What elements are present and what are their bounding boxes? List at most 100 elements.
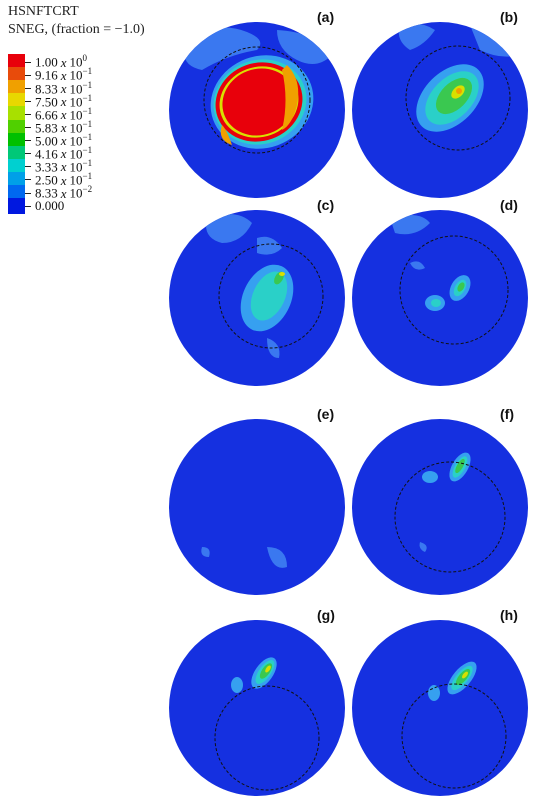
panel-label: (g) (317, 607, 335, 623)
panel-d: (d) (352, 197, 528, 386)
panel-label: (d) (500, 197, 518, 213)
panel-label: (a) (317, 9, 334, 25)
contour-region (267, 547, 287, 568)
legend-swatch (8, 158, 25, 175)
contour-region (282, 65, 299, 130)
legend-label: 5.83 x 10−1 (35, 118, 93, 136)
legend-tick (25, 166, 31, 168)
panel-g: (g) (169, 607, 345, 796)
legend-subtitle: SNEG, (fraction = −1.0) (8, 22, 145, 37)
contour-region (206, 214, 252, 243)
contour-region (419, 542, 427, 552)
legend-entry: 5.83 x 10−1 (8, 118, 93, 136)
panel-a: (a) (169, 9, 345, 198)
legend-tick (25, 74, 31, 76)
legend-entry: 0.000 (8, 198, 65, 215)
legend-label: 6.66 x 10−1 (35, 105, 93, 123)
contour-regions (206, 214, 294, 358)
legend-label: 3.33 x 10−1 (35, 158, 93, 175)
legend-label: 9.16 x 10−1 (35, 66, 93, 83)
disk-base (169, 419, 345, 595)
legend-label: 4.16 x 10−1 (35, 145, 93, 162)
panel-label: (e) (317, 406, 334, 422)
legend-entry: 2.50 x 10−1 (8, 171, 93, 188)
contour-region (201, 547, 210, 557)
panel-label: (b) (500, 9, 518, 25)
disk-base (352, 620, 528, 796)
contour-regions (419, 452, 471, 552)
legend-swatch (8, 54, 25, 70)
contour-region (222, 68, 296, 136)
legend-label: 7.50 x 10−1 (35, 92, 93, 109)
reference-dashed-circle (405, 45, 511, 151)
contour-region (398, 23, 435, 50)
disk-base (169, 620, 345, 796)
legend-tick (25, 61, 31, 63)
legend-swatch (8, 106, 25, 123)
legend-label: 8.33 x 10−1 (35, 79, 93, 96)
contour-region (267, 338, 280, 358)
legend-swatch (8, 67, 25, 84)
panel-f: (f) (352, 406, 528, 595)
legend-swatch (8, 80, 25, 97)
contour-regions (184, 27, 332, 149)
legend-swatch (8, 171, 25, 188)
legend-swatch (8, 132, 25, 149)
contour-region (431, 299, 441, 307)
legend-tick (25, 100, 31, 102)
legend-tick (25, 153, 31, 155)
reference-dashed-circle (394, 461, 506, 573)
legend-entry: 4.16 x 10−1 (8, 145, 93, 162)
contour-regions (231, 657, 277, 693)
reference-dashed-circle (399, 235, 509, 345)
legend-label: 2.50 x 10−1 (35, 171, 93, 188)
contour-region (390, 214, 430, 235)
contour-region (265, 665, 271, 673)
panel-c: (c) (169, 197, 345, 386)
legend-swatch (8, 145, 25, 162)
contour-region (428, 685, 440, 701)
contour-region (410, 261, 425, 270)
legend-tick (25, 205, 31, 207)
legend-swatch (8, 119, 25, 136)
contour-region (462, 671, 468, 679)
legend-entry: 7.50 x 10−1 (8, 92, 93, 110)
legend-tick (25, 127, 31, 128)
reference-dashed-circle (401, 683, 507, 789)
contour-region (457, 282, 465, 292)
legend-entry: 8.33 x 10−1 (8, 79, 93, 97)
reference-dashed-circle (214, 685, 320, 791)
legend-label: 8.33 x 10−2 (35, 184, 93, 201)
panel-h: (h) (352, 607, 528, 796)
legend-entry: 3.33 x 10−1 (8, 158, 93, 175)
legend-entry: 9.16 x 10−1 (8, 66, 93, 84)
legend-label: 0.000 (35, 198, 65, 214)
legend-label: 1.00 x 100 (35, 53, 88, 70)
legend-entry: 1.00 x 100 (8, 53, 88, 70)
contour-region (231, 677, 243, 693)
contour-region (257, 236, 282, 255)
legend-entry: 8.33 x 10−2 (8, 184, 93, 201)
contour-regions (201, 547, 287, 568)
panel-label: (c) (317, 197, 334, 213)
legend-swatch (8, 198, 25, 215)
contour-region (455, 458, 465, 474)
contour-region (277, 30, 332, 64)
legend-label: 5.00 x 10−1 (35, 131, 93, 149)
contour-region (279, 272, 285, 276)
legend-entry: 5.00 x 10−1 (8, 131, 93, 149)
panel-b: (b) (352, 9, 528, 198)
disk-base (352, 419, 528, 595)
contour-regions (390, 214, 471, 311)
legend-tick (25, 192, 31, 194)
legend-tick (25, 87, 31, 89)
legend-swatch (8, 185, 25, 201)
panel-e: (e) (169, 406, 345, 595)
contour-region (422, 471, 438, 483)
legend-title: HSNFTCRT (8, 4, 79, 19)
legend-tick (25, 113, 31, 115)
legend-swatch (8, 93, 25, 110)
legend-tick (25, 179, 31, 181)
reference-dashed-circle (218, 243, 324, 349)
